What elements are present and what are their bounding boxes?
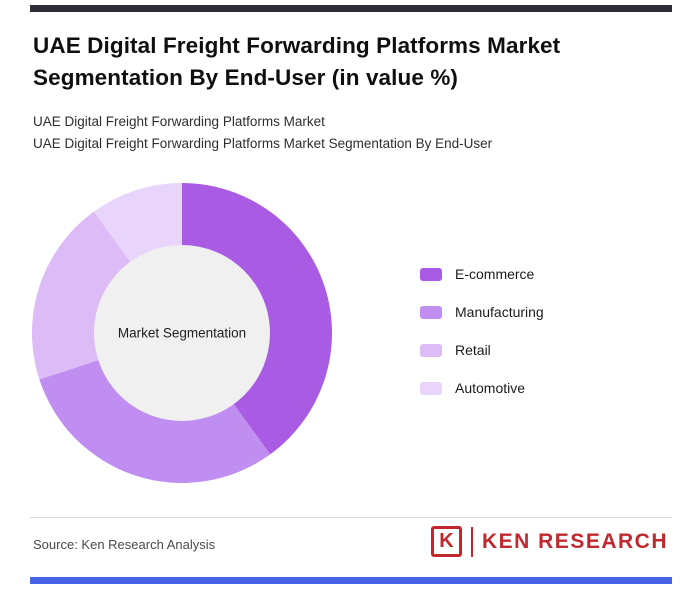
ken-research-logo: K KEN RESEARCH: [430, 526, 668, 557]
logo-k-letter: K: [439, 530, 454, 552]
page-title: UAE Digital Freight Forwarding Platforms…: [33, 33, 561, 90]
donut-center-label: Market Segmentation: [117, 325, 247, 341]
legend-label-manufacturing: Manufacturing: [455, 304, 544, 320]
footer-divider: [30, 517, 672, 518]
legend-item-manufacturing: Manufacturing: [420, 302, 544, 322]
top-accent-bar: [30, 5, 672, 12]
legend-item-ecommerce: E-commerce: [420, 264, 544, 284]
legend-item-retail: Retail: [420, 340, 544, 360]
donut-chart: Market Segmentation: [32, 183, 332, 483]
legend-label-automotive: Automotive: [455, 380, 526, 396]
legend-label-retail: Retail: [455, 342, 491, 358]
logo-wordmark: KEN RESEARCH: [481, 529, 668, 553]
legend-swatch-manufacturing: [420, 305, 442, 319]
subtitle-line-2: UAE Digital Freight Forwarding Platforms…: [33, 136, 493, 151]
legend-label-ecommerce: E-commerce: [455, 266, 535, 282]
chart-legend: E-commerce Manufacturing Retail Automoti…: [420, 264, 544, 416]
logo-k-mark-icon: K: [430, 526, 462, 557]
legend-swatch-ecommerce: [420, 267, 442, 281]
bottom-accent-bar: [30, 577, 672, 584]
legend-swatch-automotive: [420, 381, 442, 395]
legend-swatch-retail: [420, 343, 442, 357]
subtitle-line-1: UAE Digital Freight Forwarding Platforms…: [33, 114, 325, 129]
logo-separator: [470, 526, 473, 557]
source-text: Source: Ken Research Analysis: [33, 537, 216, 552]
legend-item-automotive: Automotive: [420, 378, 544, 398]
donut-chart-svg: [32, 183, 332, 483]
donut-hole: [94, 245, 270, 421]
